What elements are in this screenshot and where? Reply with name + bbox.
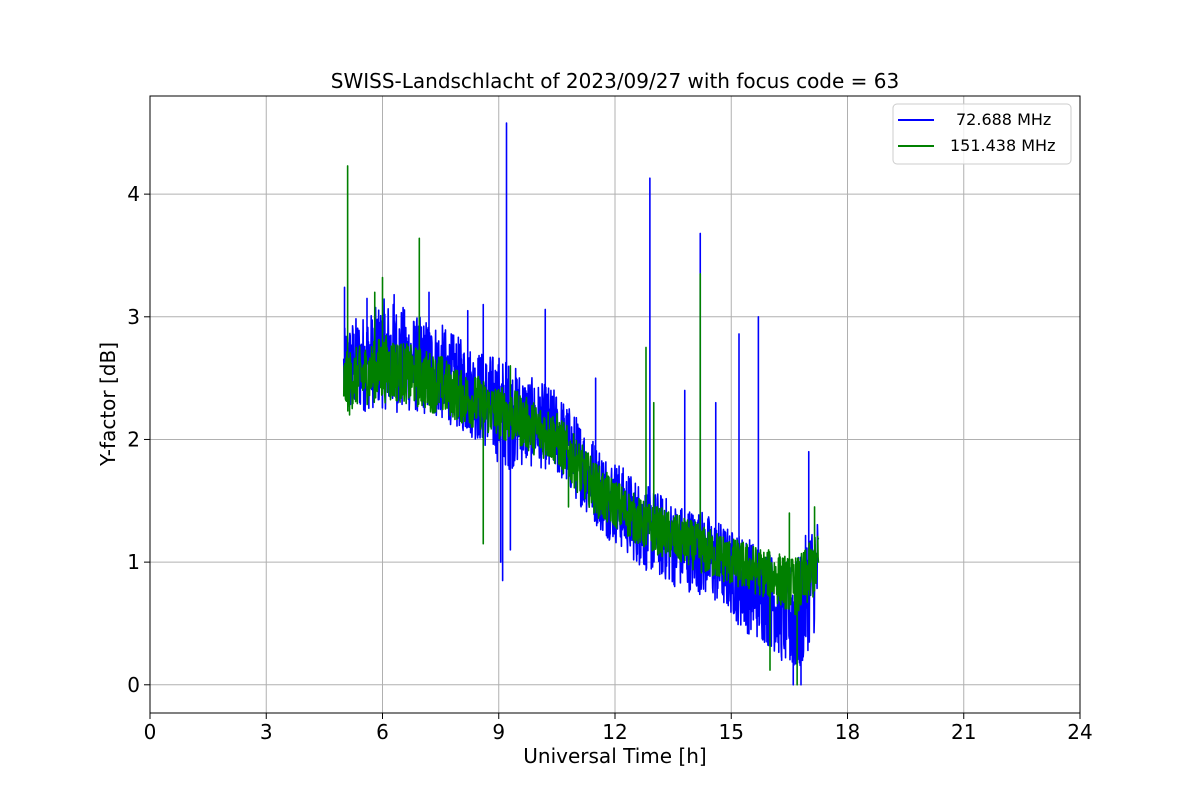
x-tick-label: 3: [260, 720, 273, 744]
y-tick-label: 0: [127, 673, 140, 697]
y-axis-ticks: 0 1 2 3 4: [127, 182, 150, 697]
series-line-1: [342, 165, 820, 686]
legend-label-72mhz: 72.688 MHz: [956, 110, 1051, 129]
chart-title: SWISS-Landschlacht of 2023/09/27 with fo…: [331, 69, 899, 93]
x-tick-label: 15: [719, 720, 744, 744]
x-axis-ticks: 0 3 6 9 12 15 18 21 24: [144, 713, 1093, 744]
legend-label-151mhz: 151.438 MHz: [950, 136, 1055, 155]
y-tick-label: 3: [127, 305, 140, 329]
y-tick-label: 4: [127, 182, 140, 206]
series-layer: [342, 122, 820, 686]
legend-box: [892, 103, 1072, 165]
x-tick-label: 6: [376, 720, 389, 744]
x-axis-label: Universal Time [h]: [523, 744, 706, 768]
x-tick-label: 18: [835, 720, 860, 744]
x-tick-label: 12: [602, 720, 627, 744]
x-tick-label: 9: [492, 720, 505, 744]
x-tick-label: 0: [144, 720, 157, 744]
y-axis-label: Y-factor [dB]: [96, 342, 120, 467]
y-tick-label: 1: [127, 550, 140, 574]
legend: 72.688 MHz 151.438 MHz: [892, 103, 1072, 165]
x-tick-label: 21: [951, 720, 976, 744]
y-tick-label: 2: [127, 427, 140, 451]
x-tick-label: 24: [1067, 720, 1092, 744]
